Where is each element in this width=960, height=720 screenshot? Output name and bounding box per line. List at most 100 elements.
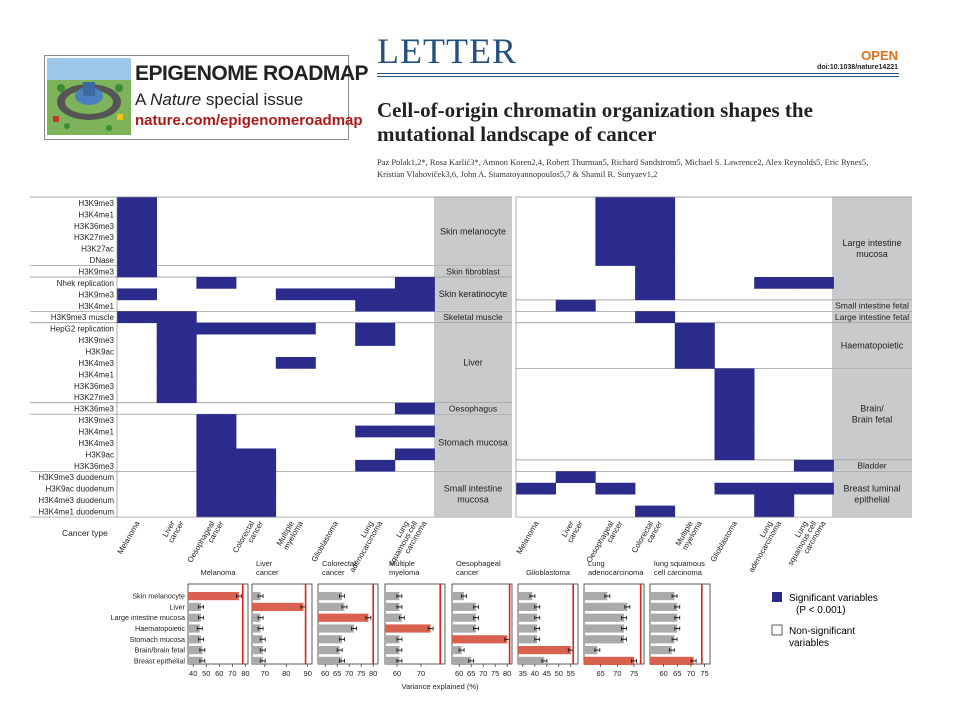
- significant-cell: [754, 505, 795, 518]
- significant-cell: [355, 425, 396, 438]
- row-label: H3K36me3: [74, 222, 115, 231]
- variance-bar: [452, 624, 476, 633]
- significant-cell: [196, 437, 237, 449]
- significant-cell: [156, 391, 197, 404]
- legend-nonsignificant-label: variables: [789, 638, 829, 649]
- significant-cell: [275, 357, 316, 369]
- row-label: H3K9ac: [86, 348, 114, 357]
- row-label: H3K9me3: [78, 199, 114, 208]
- row-label: H3K4me1: [78, 210, 114, 219]
- x-tick-label: 60: [393, 669, 401, 678]
- significant-cell: [394, 402, 435, 415]
- tissue-label: Brain/: [860, 404, 884, 414]
- significant-cell: [156, 311, 197, 324]
- legend-significant-p: (P < 0.001): [796, 605, 846, 616]
- panel-title: Multiple: [389, 559, 415, 568]
- variance-bar: [188, 592, 239, 601]
- panel-title: Lung: [588, 559, 605, 568]
- significant-cell: [117, 311, 157, 324]
- significant-cell: [156, 334, 197, 346]
- significant-cell: [196, 459, 237, 472]
- significant-cell: [394, 288, 435, 301]
- x-tick-label: 60: [215, 669, 223, 678]
- roadmap-illustration: [47, 58, 131, 135]
- significant-cell: [275, 322, 316, 335]
- banner-subtitle: A Nature special issue: [135, 90, 304, 109]
- tissue-label: Skin fibroblast: [446, 266, 500, 276]
- significant-cell: [196, 505, 237, 518]
- tissue-label-box: [434, 266, 512, 277]
- row-label: H3K9me3: [78, 336, 114, 345]
- cancer-type-label: Glioblastoma: [310, 519, 341, 563]
- x-tick-label: 55: [567, 669, 575, 678]
- tissue-label-box: [832, 323, 912, 368]
- variance-bar: [518, 656, 545, 665]
- significant-cell: [315, 288, 356, 301]
- variance-bar: [318, 592, 342, 601]
- significant-cell: [117, 197, 157, 209]
- variance-bar: [518, 635, 538, 644]
- row-label: H3K9me3: [78, 267, 114, 276]
- significant-cell: [674, 345, 715, 358]
- panel-title: myeloma: [389, 568, 420, 577]
- variance-bar: [584, 592, 608, 601]
- epigenome-roadmap-banner[interactable]: EPIGENOME ROADMAP A Nature special issue…: [44, 55, 369, 140]
- x-tick-label: 70: [479, 669, 487, 678]
- significant-cell: [196, 322, 237, 335]
- banner-url-link[interactable]: nature.com/epigenomeroadmap: [135, 112, 363, 129]
- significant-cell: [236, 505, 277, 518]
- significant-cell: [595, 197, 636, 209]
- significant-cell: [156, 357, 197, 369]
- x-tick-label: 60: [455, 669, 463, 678]
- tissue-label: Liver: [463, 358, 483, 368]
- significant-cell: [595, 231, 636, 244]
- tissue-label-box: [434, 277, 512, 311]
- x-tick-label: 75: [630, 669, 638, 678]
- variance-bar: [318, 613, 369, 622]
- row-label: H3K4me3: [78, 359, 114, 368]
- tissue-label: Small intestine: [444, 484, 503, 494]
- significant-cell: [793, 482, 834, 495]
- significant-cell: [674, 334, 715, 346]
- variance-bar: [188, 602, 202, 611]
- significant-cell: [555, 299, 596, 312]
- row-label: DNase: [90, 256, 115, 265]
- variance-bar: [188, 613, 202, 622]
- variance-bar: [252, 624, 261, 633]
- variance-bar: [650, 635, 675, 644]
- x-tick-label: 80: [369, 669, 377, 678]
- significant-cell: [714, 391, 755, 404]
- variance-bar: [584, 602, 628, 611]
- variance-bar: [252, 646, 263, 655]
- significant-cell: [635, 231, 676, 244]
- row-label: H3K4me3 duodenum: [38, 496, 114, 505]
- significant-cell: [236, 482, 277, 495]
- x-tick-label: 75: [700, 669, 708, 678]
- row-label: H3K9me3 duodenum: [38, 473, 114, 482]
- significant-cell: [714, 368, 755, 381]
- significant-cell: [196, 471, 237, 484]
- variance-bar: [318, 646, 340, 655]
- variance-bar: [650, 613, 678, 622]
- variance-bar: [452, 635, 508, 644]
- x-tick-label: 70: [228, 669, 236, 678]
- significant-cell: [394, 299, 435, 312]
- x-tick-label: 70: [417, 669, 425, 678]
- tissue-label-box: [434, 311, 512, 323]
- significant-cell: [236, 494, 277, 506]
- variance-bar: [584, 635, 624, 644]
- significant-cell: [196, 425, 237, 438]
- x-tick-label: 90: [304, 669, 312, 678]
- x-tick-label: 70: [261, 669, 269, 678]
- significant-cell: [355, 288, 396, 301]
- panel-title: Oesophageal: [456, 559, 501, 568]
- x-tick-label: 75: [491, 669, 499, 678]
- row-label: H3K9me3: [78, 290, 114, 299]
- panel-title: cancer: [456, 568, 479, 577]
- bar-row-label: Skin melanocyte: [132, 592, 185, 601]
- significant-cell: [117, 219, 157, 232]
- significant-cell: [754, 494, 795, 506]
- significant-cell: [635, 197, 676, 209]
